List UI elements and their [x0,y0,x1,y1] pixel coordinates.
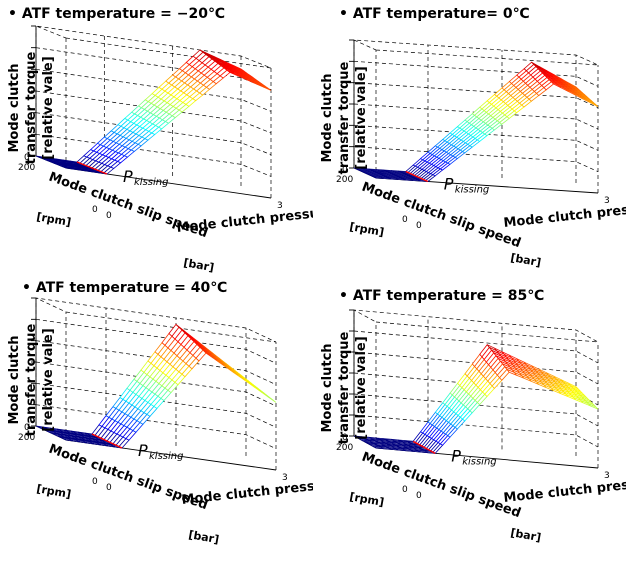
grid-line [353,82,599,108]
z-axis-label: transfer torque [24,51,39,164]
x-axis-label: Mode clutch pressure [503,200,626,231]
z-axis-unit: [relative vale] [41,328,56,431]
surface-mesh [353,61,599,182]
z-axis-label: Mode clutch [7,335,22,424]
grid-line [353,124,599,151]
grid-line [353,372,599,406]
surface-plot: Mode clutch transfer torque [relative vale… [7,25,313,274]
grid-line [35,404,277,449]
box-top [35,297,277,343]
panel-title: • ATF temperature = −20℃ [8,6,225,22]
z-axis-unit: [relative vale] [354,336,369,439]
z-axis-label: Mode clutch [320,73,335,162]
kissing-annotation-sub: kissing [455,185,489,196]
kissing-annotation: P [444,175,454,194]
surface-mesh [35,49,272,175]
z-axis-label: transfer torque [337,61,352,174]
surface-mesh [353,344,599,454]
z-axis-unit: [relative vale] [41,56,56,159]
surface-plot: Mode clutch transfer torque [relative vale… [7,297,313,546]
y-axis-unit: [rpm] [348,490,385,509]
surface-cell [265,394,277,403]
surface-cell [588,403,599,410]
surface-cell [588,100,599,107]
y-tick-label: 0 [92,477,98,487]
box-top [353,309,599,343]
z-axis-unit: [relative vale] [354,66,369,169]
kissing-annotation: P [123,167,133,186]
surface-cell [260,84,272,91]
surface-panel: • ATF temperature = 40℃ Mode clutch trans… [0,280,313,563]
z-tick-label: 0 [342,165,348,175]
x-tick-label: 3 [282,473,288,483]
panel-title: • ATF temperature = 40℃ [22,280,228,296]
y-tick-label: 0 [92,205,98,215]
surface-panel: • ATF temperature = −20℃ Mode clutch tran… [0,0,313,283]
surface-plot: Mode clutch transfer torque [relative vale… [320,39,626,269]
z-axis-label: Mode clutch [320,343,335,432]
grid-line [353,146,599,172]
grid-line [353,414,599,448]
grid-line [353,351,599,385]
grid-line [353,393,599,427]
panel-title: • ATF temperature= 0℃ [339,6,530,22]
grid-line [353,60,599,87]
kissing-annotation-sub: kissing [134,177,168,188]
y-axis-unit: [rpm] [348,220,385,239]
x-axis-unit: [bar] [187,528,220,546]
y-axis-label: Mode clutch slip speed [360,450,523,522]
x-tick-label: 0 [416,221,422,231]
y-tick-label: 0 [402,485,408,495]
box-top [35,25,272,69]
y-tick-label: 200 [336,443,353,453]
z-tick-label: 0 [342,433,348,443]
z-axis-label: Mode clutch [7,63,22,152]
kissing-line [91,433,123,449]
y-tick-label: 0 [402,215,408,225]
x-axis-unit: [bar] [182,256,215,274]
x-tick-label: 3 [604,196,610,206]
x-axis-unit: [bar] [509,251,542,269]
kissing-line [76,161,108,175]
x-axis-label: Mode clutch pressure [176,205,313,236]
y-axis-unit: [rpm] [35,210,72,229]
z-tick-label: 0 [24,153,30,163]
surface-plot: Mode clutch transfer torque [relative vale… [320,309,626,544]
y-axis-unit: [rpm] [35,482,72,501]
surface-panel: • ATF temperature= 0℃ Mode clutch transfe… [313,0,626,283]
x-tick-label: 0 [106,211,112,221]
grid-line [35,133,272,177]
z-axis-label: transfer torque [337,331,352,444]
x-axis-label: Mode clutch pressure [181,477,313,508]
kissing-annotation: P [451,446,461,465]
kissing-line [412,440,436,454]
kissing-annotation-sub: kissing [149,451,183,462]
y-tick-label: 200 [336,175,353,185]
z-axis-label: transfer torque [24,323,39,436]
surface-panel: • ATF temperature = 85℃ Mode clutch trans… [313,280,626,563]
x-tick-label: 0 [416,491,422,501]
y-tick-label: 200 [18,163,35,173]
kissing-annotation: P [138,441,148,460]
x-axis-unit: [bar] [509,526,542,544]
x-tick-label: 3 [604,471,610,481]
x-tick-label: 3 [277,201,283,211]
x-axis-label: Mode clutch pressure [503,475,626,506]
surface-mesh [35,323,277,449]
grid-line [353,103,599,130]
kissing-line [405,170,429,183]
kissing-annotation-sub: kissing [462,456,496,467]
y-axis-label: Mode clutch slip speed [360,180,523,252]
panel-title: • ATF temperature = 85℃ [339,288,545,304]
y-tick-label: 200 [18,433,35,443]
z-tick-label: 0 [24,423,30,433]
x-tick-label: 0 [106,483,112,493]
grid-line [353,330,599,364]
box-top [353,39,599,66]
